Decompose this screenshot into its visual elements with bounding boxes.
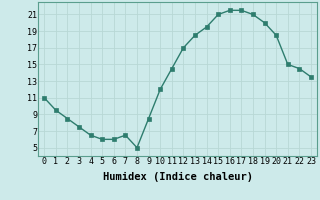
X-axis label: Humidex (Indice chaleur): Humidex (Indice chaleur) (103, 172, 252, 182)
